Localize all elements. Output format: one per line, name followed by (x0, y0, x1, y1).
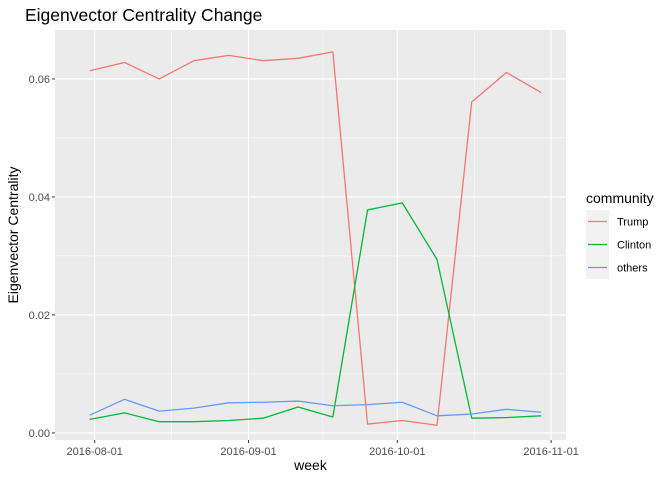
y-tick-label: 0.02 (29, 310, 50, 322)
y-tick-label: 0.00 (29, 428, 50, 440)
y-axis-title: Eigenvector Centrality (5, 167, 21, 304)
legend-title: community (586, 190, 654, 206)
y-tick-label: 0.04 (29, 192, 50, 204)
chart-title: Eigenvector Centrality Change (25, 5, 262, 25)
x-axis-title: week (293, 457, 328, 473)
series-line-others (89, 398, 542, 417)
legend-item-clinton: Clinton (586, 233, 651, 256)
legend-item-trump: Trump (586, 210, 648, 233)
legend: community Trump Clinton others (586, 190, 654, 279)
x-axis-ticks: 2016-08-01 2016-09-01 2016-10-01 2016-11-01 (67, 440, 579, 458)
legend-items: Trump Clinton others (586, 210, 651, 279)
legend-label: Clinton (617, 240, 651, 252)
y-tick-label: 0.06 (29, 74, 50, 86)
grid-lines (55, 30, 566, 440)
series-line-clinton (89, 202, 542, 423)
y-axis-ticks: 0.00 0.02 0.04 0.06 (29, 74, 55, 440)
legend-label: Trump (617, 217, 648, 229)
series-lines (89, 51, 542, 426)
x-tick-label: 2016-10-01 (369, 446, 425, 458)
x-tick-label: 2016-11-01 (523, 446, 578, 458)
plot-panel (55, 30, 566, 440)
x-tick-label: 2016-08-01 (67, 446, 123, 458)
series-line-trump (89, 51, 542, 426)
legend-item-others: others (586, 256, 648, 279)
legend-label: others (617, 263, 648, 275)
x-tick-label: 2016-09-01 (220, 446, 276, 458)
